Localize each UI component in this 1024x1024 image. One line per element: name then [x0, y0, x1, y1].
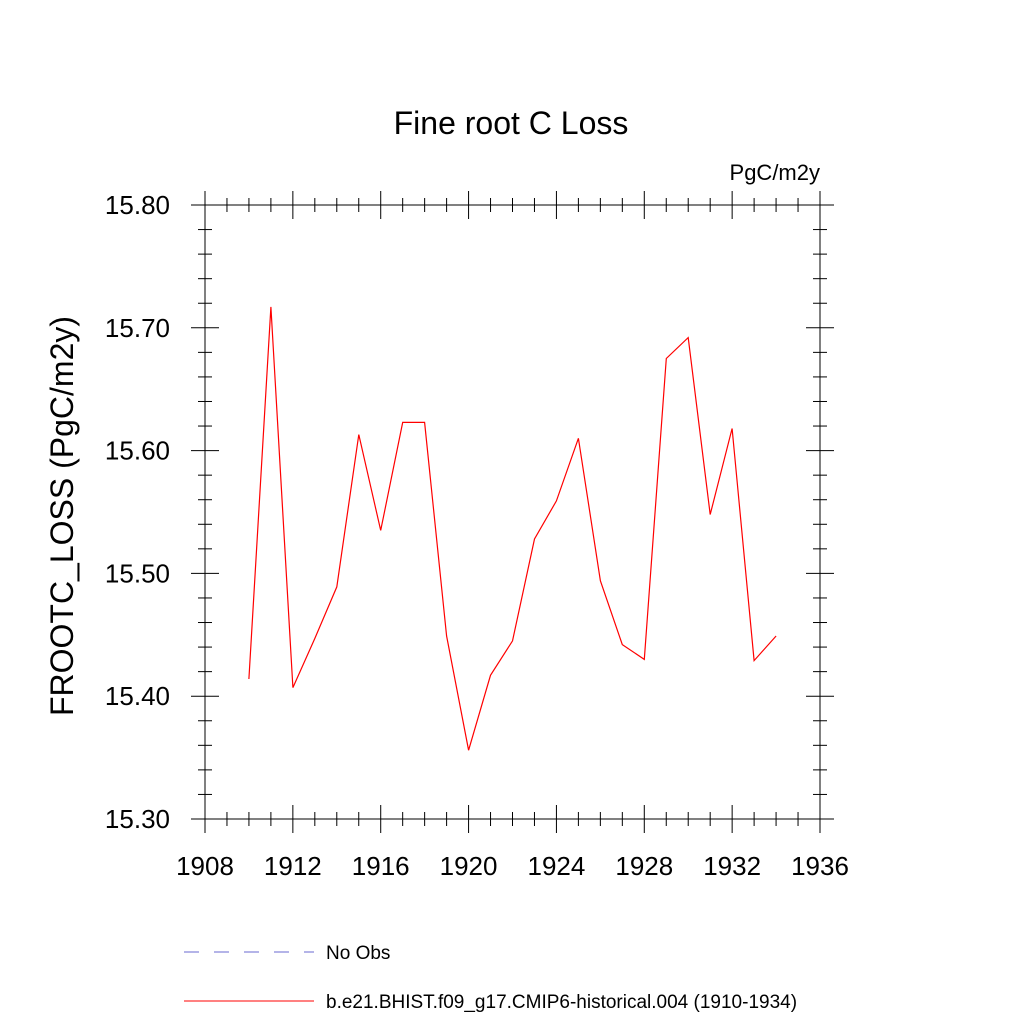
- y-tick-label: 15.40: [105, 681, 170, 711]
- legend-label-1: b.e21.BHIST.f09_g17.CMIP6-historical.004…: [326, 992, 797, 1013]
- series-line-0: [248, 306, 777, 751]
- y-tick-label: 15.70: [105, 313, 170, 343]
- y-tick-label: 15.60: [105, 436, 170, 466]
- y-tick-label: 15.80: [105, 190, 170, 220]
- x-tick-label: 1920: [440, 851, 498, 881]
- y-tick-label: 15.30: [105, 804, 170, 834]
- legend-label-0: No Obs: [326, 943, 390, 964]
- x-tick-label: 1912: [264, 851, 322, 881]
- chart-title: Fine root C Loss: [394, 105, 629, 141]
- x-tick-label: 1908: [176, 851, 234, 881]
- series-layer: [248, 306, 777, 751]
- y-axis-label: FROOTC_LOSS (PgC/m2y): [44, 316, 80, 716]
- x-tick-label: 1924: [528, 851, 586, 881]
- plot-frame: [204, 204, 821, 820]
- y-tick-label: 15.50: [105, 558, 170, 588]
- x-tick-label: 1936: [791, 851, 849, 881]
- x-tick-label: 1916: [352, 851, 410, 881]
- x-axis: 1908 1912 1916 1920 1924 1928 1932 1936: [176, 191, 849, 881]
- units-label: PgC/m2y: [730, 160, 820, 185]
- x-tick-label: 1928: [615, 851, 673, 881]
- legend: No Obs b.e21.BHIST.f09_g17.CMIP6-historic…: [184, 943, 797, 1013]
- y-axis: 15.30 15.40 15.50 15.60 15.70 15.80: [105, 190, 834, 834]
- x-tick-label: 1932: [703, 851, 761, 881]
